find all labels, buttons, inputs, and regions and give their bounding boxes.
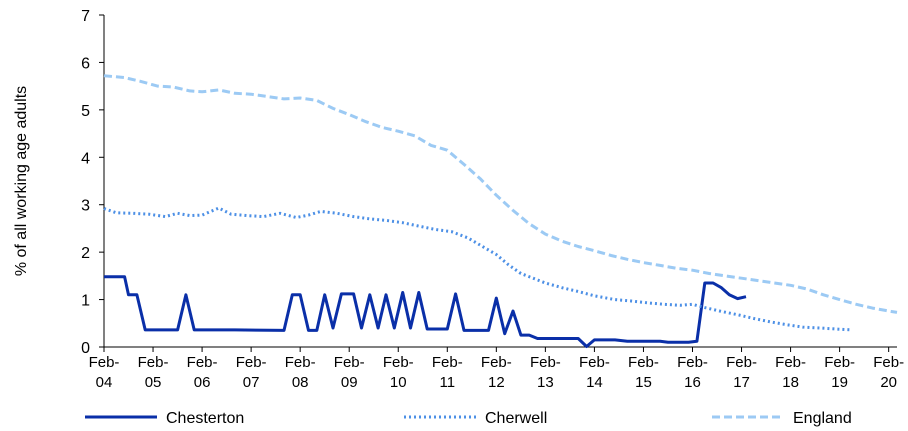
- legend-label-england: England: [793, 410, 852, 427]
- x-tick-label: Feb-: [775, 354, 806, 371]
- x-tick-label: Feb-: [89, 354, 120, 371]
- x-tick-label: 09: [341, 374, 358, 391]
- x-tick-label: Feb-: [726, 354, 757, 371]
- x-tick-label: Feb-: [187, 354, 218, 371]
- x-tick-label: Feb-: [285, 354, 316, 371]
- x-tick-label: 08: [292, 374, 309, 391]
- x-tick-label: 10: [390, 374, 407, 391]
- x-tick-label: 12: [488, 374, 505, 391]
- x-tick-label: Feb-: [824, 354, 855, 371]
- x-tick-label: Feb-: [873, 354, 904, 371]
- x-axis-ticks: Feb- 04 Feb- 05 Feb- 06 Feb- 07 Feb- 08 Feb- 09 Feb-…: [89, 347, 904, 391]
- x-tick-label: Feb-: [432, 354, 463, 371]
- x-tick-label: 17: [733, 374, 750, 391]
- series-line-england: [103, 74, 898, 314]
- x-tick-label: 20: [880, 374, 897, 391]
- legend: Chesterton Cherwell England: [85, 410, 852, 427]
- x-tick-label: Feb-: [334, 354, 365, 371]
- x-tick-label: 06: [194, 374, 211, 391]
- x-tick-label: 13: [537, 374, 554, 391]
- x-tick-label: Feb-: [530, 354, 561, 371]
- x-tick-label: 05: [145, 374, 162, 391]
- series-line-chesterton: [104, 275, 747, 348]
- x-tick-label: 19: [831, 374, 848, 391]
- y-axis-label: % of all working age adults: [13, 86, 30, 276]
- x-tick-label: Feb-: [236, 354, 267, 371]
- y-tick-label: 6: [81, 55, 90, 72]
- x-tick-label: 18: [782, 374, 799, 391]
- y-tick-label: 4: [81, 150, 90, 167]
- y-tick-label: 1: [81, 293, 90, 310]
- y-axis-ticks: 0 1 2 3 4 5 6 7: [81, 8, 104, 357]
- y-tick-label: 2: [81, 245, 90, 262]
- series-lines: [103, 74, 898, 348]
- y-tick-label: 5: [81, 103, 90, 120]
- x-tick-label: Feb-: [677, 354, 708, 371]
- x-tick-label: 14: [586, 374, 603, 391]
- x-tick-label: 15: [635, 374, 652, 391]
- y-tick-label: 3: [81, 198, 90, 215]
- x-tick-label: Feb-: [383, 354, 414, 371]
- x-tick-label: 11: [440, 374, 456, 391]
- legend-label-chesterton: Chesterton: [166, 410, 244, 427]
- series-line-cherwell: [103, 206, 852, 332]
- x-tick-label: 16: [684, 374, 701, 391]
- x-tick-label: 04: [96, 374, 113, 391]
- y-tick-label: 7: [81, 8, 90, 25]
- y-tick-label: 0: [81, 340, 90, 357]
- x-tick-label: Feb-: [628, 354, 659, 371]
- x-tick-label: Feb-: [579, 354, 610, 371]
- x-tick-label: Feb-: [138, 354, 169, 371]
- x-tick-label: Feb-: [481, 354, 512, 371]
- x-tick-label: 07: [243, 374, 260, 391]
- legend-label-cherwell: Cherwell: [485, 410, 547, 427]
